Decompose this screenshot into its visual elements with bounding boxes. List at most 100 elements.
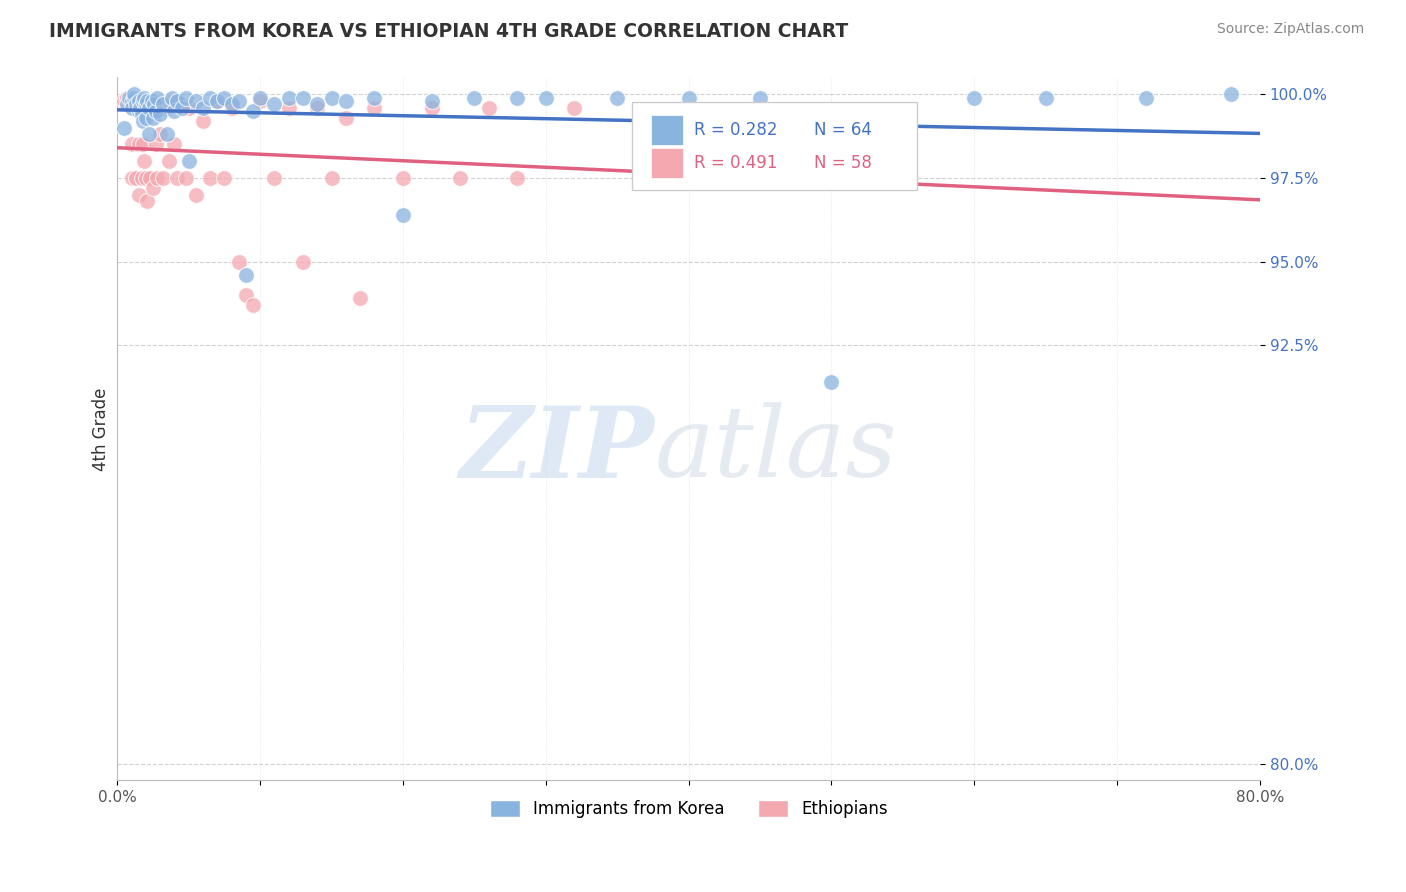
Point xyxy=(963,90,986,104)
Point xyxy=(349,291,371,305)
Point xyxy=(136,94,159,108)
Point xyxy=(506,90,529,104)
Point xyxy=(228,94,250,108)
Point xyxy=(198,90,221,104)
Point xyxy=(145,103,167,118)
Point xyxy=(170,101,193,115)
Point xyxy=(170,97,193,112)
Point xyxy=(478,101,501,115)
Point xyxy=(129,94,152,108)
Point xyxy=(128,137,150,152)
Point xyxy=(124,87,146,102)
Point xyxy=(141,94,163,108)
Point xyxy=(131,107,153,121)
Point xyxy=(184,187,207,202)
Point xyxy=(291,254,314,268)
Point xyxy=(128,94,150,108)
Point xyxy=(142,111,165,125)
Point xyxy=(118,90,141,104)
Text: IMMIGRANTS FROM KOREA VS ETHIOPIAN 4TH GRADE CORRELATION CHART: IMMIGRANTS FROM KOREA VS ETHIOPIAN 4TH G… xyxy=(49,22,848,41)
Point xyxy=(335,94,357,108)
Point xyxy=(135,170,157,185)
Point xyxy=(146,90,169,104)
Point xyxy=(214,90,236,104)
Point xyxy=(235,268,257,282)
Point xyxy=(564,101,586,115)
Point xyxy=(263,97,285,112)
Point xyxy=(207,94,229,108)
Point xyxy=(135,97,157,112)
Point xyxy=(606,90,628,104)
Point xyxy=(134,154,156,169)
Text: ZIP: ZIP xyxy=(460,401,654,499)
Point xyxy=(138,97,160,112)
Point xyxy=(149,128,172,142)
Point xyxy=(191,114,214,128)
Point xyxy=(534,90,557,104)
Point xyxy=(207,94,229,108)
Point xyxy=(263,170,285,185)
FancyBboxPatch shape xyxy=(651,115,683,145)
Point xyxy=(121,101,143,115)
Point xyxy=(157,154,180,169)
Point xyxy=(506,170,529,185)
Point xyxy=(242,103,264,118)
Point xyxy=(242,298,264,312)
Point xyxy=(136,194,159,209)
Point xyxy=(1220,87,1243,102)
Point xyxy=(112,120,135,135)
Point xyxy=(321,170,343,185)
FancyBboxPatch shape xyxy=(631,102,917,190)
Point xyxy=(129,101,152,115)
Point xyxy=(191,101,214,115)
Point xyxy=(1035,90,1057,104)
Point xyxy=(160,90,183,104)
Point xyxy=(228,254,250,268)
Point xyxy=(177,101,200,115)
Point xyxy=(277,101,299,115)
Point xyxy=(121,170,143,185)
Point xyxy=(820,375,842,389)
Point xyxy=(335,111,357,125)
Point xyxy=(135,111,157,125)
Point xyxy=(124,94,146,108)
Point xyxy=(143,94,166,108)
Point xyxy=(392,170,415,185)
Point xyxy=(155,101,177,115)
Point xyxy=(291,90,314,104)
Point xyxy=(249,94,271,108)
Point xyxy=(307,97,329,112)
Point xyxy=(321,90,343,104)
Point xyxy=(166,170,188,185)
Text: Source: ZipAtlas.com: Source: ZipAtlas.com xyxy=(1216,22,1364,37)
Point xyxy=(124,90,146,104)
Point xyxy=(128,187,150,202)
Point xyxy=(277,90,299,104)
Point xyxy=(463,90,485,104)
Point xyxy=(163,103,186,118)
Point xyxy=(121,94,143,108)
Point xyxy=(249,90,271,104)
Point xyxy=(177,154,200,169)
Point xyxy=(132,94,155,108)
Point xyxy=(166,94,188,108)
Point xyxy=(160,94,183,108)
Point xyxy=(131,170,153,185)
Point xyxy=(174,170,197,185)
Point xyxy=(149,107,172,121)
Point xyxy=(363,101,385,115)
Y-axis label: 4th Grade: 4th Grade xyxy=(93,387,110,471)
Point xyxy=(749,90,772,104)
Point xyxy=(363,90,385,104)
Point xyxy=(307,101,329,115)
Point xyxy=(142,181,165,195)
Text: N = 64: N = 64 xyxy=(814,121,872,139)
Point xyxy=(132,94,155,108)
Point xyxy=(132,114,155,128)
Point xyxy=(141,94,163,108)
FancyBboxPatch shape xyxy=(651,148,683,178)
Point xyxy=(198,170,221,185)
Point xyxy=(214,170,236,185)
Point xyxy=(174,90,197,104)
Point xyxy=(163,137,186,152)
